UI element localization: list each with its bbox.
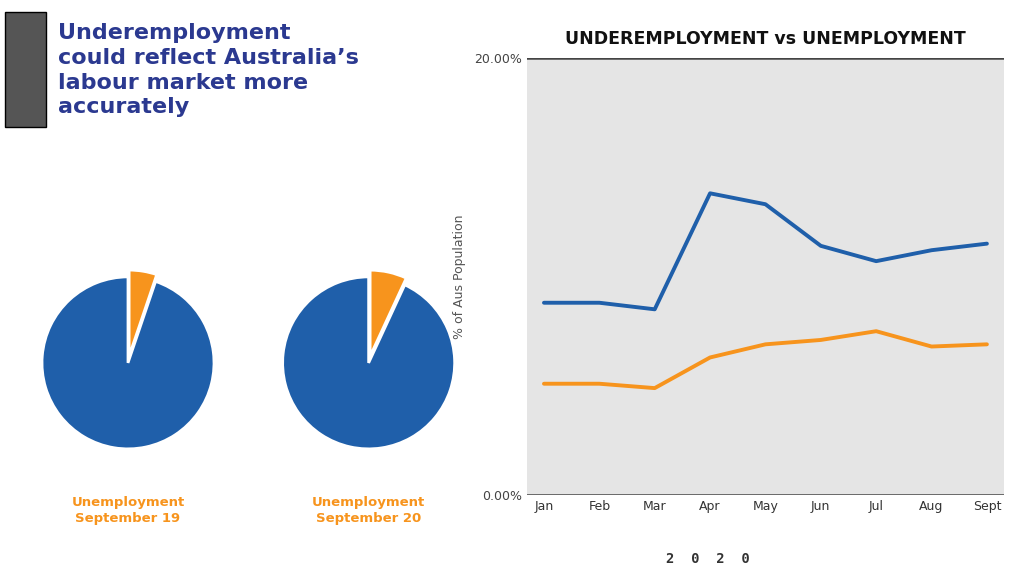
Wedge shape (370, 270, 407, 356)
Text: 2  0  2  0: 2 0 2 0 (667, 552, 751, 566)
Y-axis label: % of Aus Population: % of Aus Population (454, 214, 466, 339)
Wedge shape (42, 277, 214, 449)
Wedge shape (283, 277, 455, 449)
Text: Unemployment
September 20: Unemployment September 20 (312, 496, 425, 525)
Text: 5.2%: 5.2% (0, 329, 8, 344)
Wedge shape (129, 270, 157, 356)
Text: Unemployment
September 19: Unemployment September 19 (72, 496, 184, 525)
Text: Underemployment
could reflect Australia’s
labour market more
accurately: Underemployment could reflect Australia’… (58, 23, 359, 118)
Title: UNDEREMPLOYMENT vs UNEMPLOYMENT: UNDEREMPLOYMENT vs UNEMPLOYMENT (565, 30, 966, 48)
Text: 6.9%: 6.9% (219, 323, 260, 338)
